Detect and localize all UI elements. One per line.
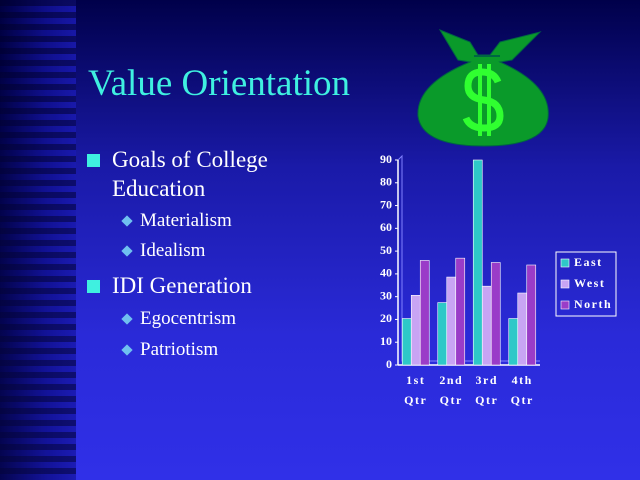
bar: [446, 276, 457, 366]
decor-strip: [0, 0, 76, 480]
bullet: IDI Generation: [87, 271, 312, 300]
y-tick-label: 10: [380, 334, 392, 348]
x-tick-label: 1st Qtr: [404, 373, 428, 407]
slide-title: Value Orientation: [88, 63, 350, 104]
money-bag-icon: [417, 28, 549, 147]
x-tick-label: 4th Qtr: [510, 373, 534, 407]
bar: [410, 294, 421, 366]
y-tick-label: 90: [380, 152, 392, 166]
y-tick-label: 50: [380, 243, 392, 257]
bar: [526, 264, 537, 366]
y-tick-label: 70: [380, 197, 392, 211]
legend-swatch: [560, 258, 570, 268]
y-tick-label: 30: [380, 288, 392, 302]
bar: [455, 257, 466, 366]
bar: [437, 302, 448, 366]
y-tick-label: 20: [380, 311, 392, 325]
y-tick-label: 80: [380, 175, 392, 189]
bar: [472, 159, 483, 366]
bar: [481, 285, 492, 366]
y-tick-label: 60: [380, 220, 392, 234]
bar: [401, 318, 412, 366]
legend-label: West: [574, 276, 605, 290]
bar: [517, 292, 528, 366]
y-tick-label: 40: [380, 266, 392, 280]
x-tick-label: 2nd Qtr: [439, 373, 464, 407]
plot-wall: [397, 154, 540, 362]
bar: [508, 318, 519, 366]
sub-bullet: Materialism: [140, 210, 232, 231]
bullet: Goals of College Education: [87, 145, 312, 203]
legend-label: East: [574, 255, 603, 269]
legend-label: North: [574, 297, 612, 311]
bar: [419, 260, 430, 366]
x-tick-label: 3rd Qtr: [475, 373, 499, 407]
legend-swatch: [560, 300, 570, 310]
sub-bullet: Patriotism: [140, 339, 219, 360]
legend-swatch: [560, 279, 570, 289]
sub-bullet: Idealism: [140, 240, 206, 261]
legend-box: [555, 251, 617, 317]
y-tick-label: 0: [386, 357, 392, 371]
bar: [490, 262, 501, 366]
sub-bullet: Egocentrism: [140, 308, 237, 329]
